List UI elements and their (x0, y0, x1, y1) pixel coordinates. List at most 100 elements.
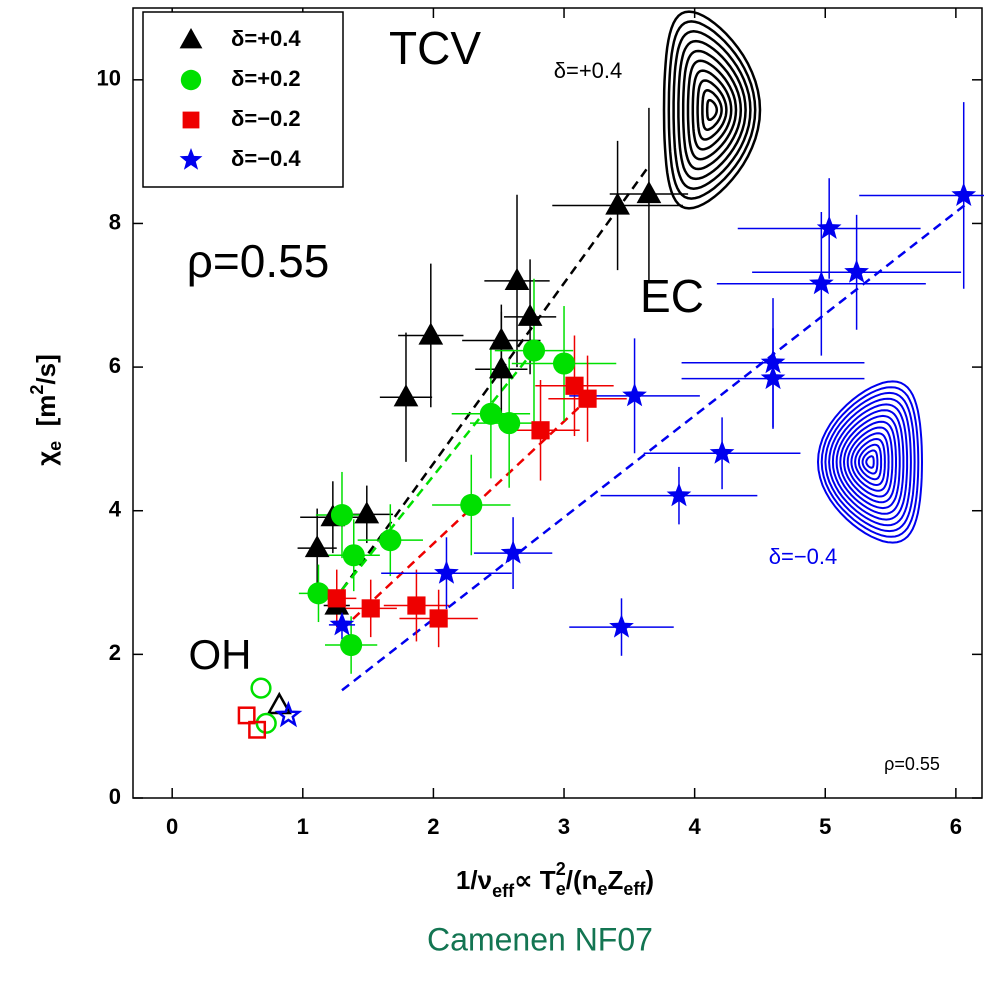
data-point (327, 589, 346, 608)
legend-marker (182, 111, 200, 129)
data-point (330, 503, 354, 527)
y-tick-label: 0 (109, 784, 121, 809)
annotation: Camenen NF07 (427, 921, 653, 957)
annotation: TCV (389, 22, 481, 74)
data-point (760, 365, 786, 390)
annotation: δ=+0.4 (554, 58, 623, 83)
open-point (237, 706, 256, 725)
annotation: δ=−0.4 (769, 544, 838, 569)
flux-contour (816, 380, 924, 544)
y-tick-label: 8 (109, 209, 121, 234)
flux-contour (667, 20, 757, 200)
data-point (429, 609, 448, 628)
open-point (248, 720, 267, 739)
data-point (531, 421, 550, 440)
open-point (250, 677, 272, 699)
flux-contour (820, 386, 920, 538)
data-point (340, 633, 363, 657)
y-label-part: χ (31, 451, 61, 466)
flux-contour (839, 414, 901, 510)
data-point (552, 352, 576, 375)
x-label-part: Z (608, 865, 624, 895)
x-label-part: /(n (566, 865, 598, 895)
data-point (522, 339, 546, 362)
flux-contour (696, 79, 728, 141)
data-point (479, 402, 502, 425)
y-label-part: /s] (31, 354, 61, 384)
x-label-part: 2 (556, 859, 566, 879)
y-tick-label: 4 (109, 497, 122, 522)
x-tick-label: 4 (689, 814, 702, 839)
flux-contour (857, 443, 883, 481)
data-point (809, 270, 834, 295)
data-point (418, 322, 444, 345)
y-tick-label: 6 (109, 353, 121, 378)
plot-frame (132, 7, 983, 799)
annotation: OH (189, 631, 252, 678)
data-point (342, 544, 365, 567)
data-point (498, 412, 521, 435)
y-tick-label: 2 (109, 640, 121, 665)
x-label-part: e (598, 879, 608, 899)
flux-contour (681, 49, 743, 171)
data-point (951, 182, 977, 206)
legend-label: δ=+0.2 (231, 66, 301, 91)
fit-line (341, 398, 589, 631)
data-point (500, 540, 526, 564)
open-point (274, 700, 303, 728)
data-point (488, 356, 514, 379)
x-tick-label: 5 (819, 814, 831, 839)
flux-contour (705, 98, 719, 122)
data-point (816, 215, 842, 239)
flux-surfaces (662, 10, 924, 544)
flux-contour (672, 30, 752, 190)
y-label-part: 2 (27, 385, 47, 395)
legend-box (142, 11, 344, 188)
y-axis-label: χe [m2/s] (27, 354, 65, 466)
x-tick-label: 3 (558, 814, 570, 839)
flux-contour (831, 403, 909, 521)
data-point (460, 493, 483, 517)
data-point (578, 389, 597, 408)
flux-contour (854, 437, 886, 487)
flux-contour (835, 409, 905, 515)
flux-contour (850, 432, 890, 492)
data-point (354, 501, 380, 524)
y-label-part: e (45, 441, 65, 451)
data-point (666, 482, 692, 507)
flux-contour (686, 59, 738, 161)
x-axis-label: 1/νeff∝ Te2/(neZeff) (456, 859, 654, 901)
x-label-part: 1/ν (456, 865, 492, 895)
x-label-part: e (556, 879, 566, 899)
data-point (393, 384, 419, 407)
legend-label: δ=+0.4 (231, 26, 301, 51)
flux-contour (861, 449, 879, 475)
y-tick-label: 10 (97, 66, 121, 91)
legend-label: δ=−0.2 (231, 106, 301, 131)
data-point (636, 181, 662, 204)
x-label-part: eff (492, 881, 515, 901)
legend-marker (180, 69, 202, 91)
x-tick-label: 2 (427, 814, 439, 839)
flux-contour (701, 89, 723, 131)
data-point (329, 611, 355, 636)
data-point (709, 440, 735, 464)
x-label-part: ∝ T (514, 865, 556, 895)
data-point (307, 582, 330, 605)
fit-line (341, 344, 539, 591)
data-point (407, 596, 426, 615)
data-point (622, 382, 647, 407)
x-tick-label: 0 (166, 814, 178, 839)
data-point (844, 259, 869, 283)
legend-marker (179, 148, 203, 170)
x-tick-label: 6 (950, 814, 962, 839)
flux-contour (842, 420, 897, 504)
data-point (504, 267, 530, 291)
legend-marker (179, 28, 203, 49)
data-point (304, 535, 330, 558)
y-label-part: [m (31, 395, 61, 441)
x-tick-label: 1 (297, 814, 309, 839)
flux-contour (677, 39, 747, 181)
data-point (609, 614, 634, 638)
